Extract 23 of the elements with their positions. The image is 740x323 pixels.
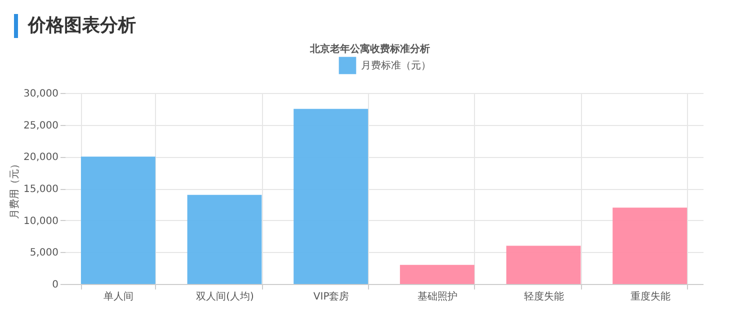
x-tick-label: 基础照护 — [418, 290, 458, 302]
bar — [400, 264, 474, 284]
y-tick-label: 5,000 — [30, 248, 58, 259]
x-tick-label: 重度失能 — [630, 290, 670, 302]
x-tick-label: 轻度失能 — [524, 290, 564, 302]
bar — [506, 246, 581, 284]
bar — [612, 208, 688, 284]
bar — [187, 194, 262, 284]
x-tick-label: 单人间 — [104, 290, 134, 302]
chart-title: 价格图表分析 — [14, 14, 740, 38]
x-tick-label: VIP套房 — [313, 290, 350, 302]
bar — [80, 156, 156, 284]
y-tick-label: 0 — [52, 280, 58, 290]
y-tick-label: 30,000 — [24, 88, 58, 100]
chart-subtitle: 北京老年公寓收费标准分析 — [309, 42, 431, 56]
y-axis-title: 月费用（元） — [8, 159, 21, 219]
legend-label: 月费标准（元） — [361, 60, 431, 72]
bar — [294, 108, 368, 284]
y-tick-label: 10,000 — [24, 216, 58, 227]
x-tick-label: 双人间(人均) — [196, 290, 254, 302]
y-tick-label: 20,000 — [24, 152, 58, 164]
y-tick-label: 25,000 — [24, 120, 58, 132]
y-tick-label: 15,000 — [24, 184, 58, 195]
